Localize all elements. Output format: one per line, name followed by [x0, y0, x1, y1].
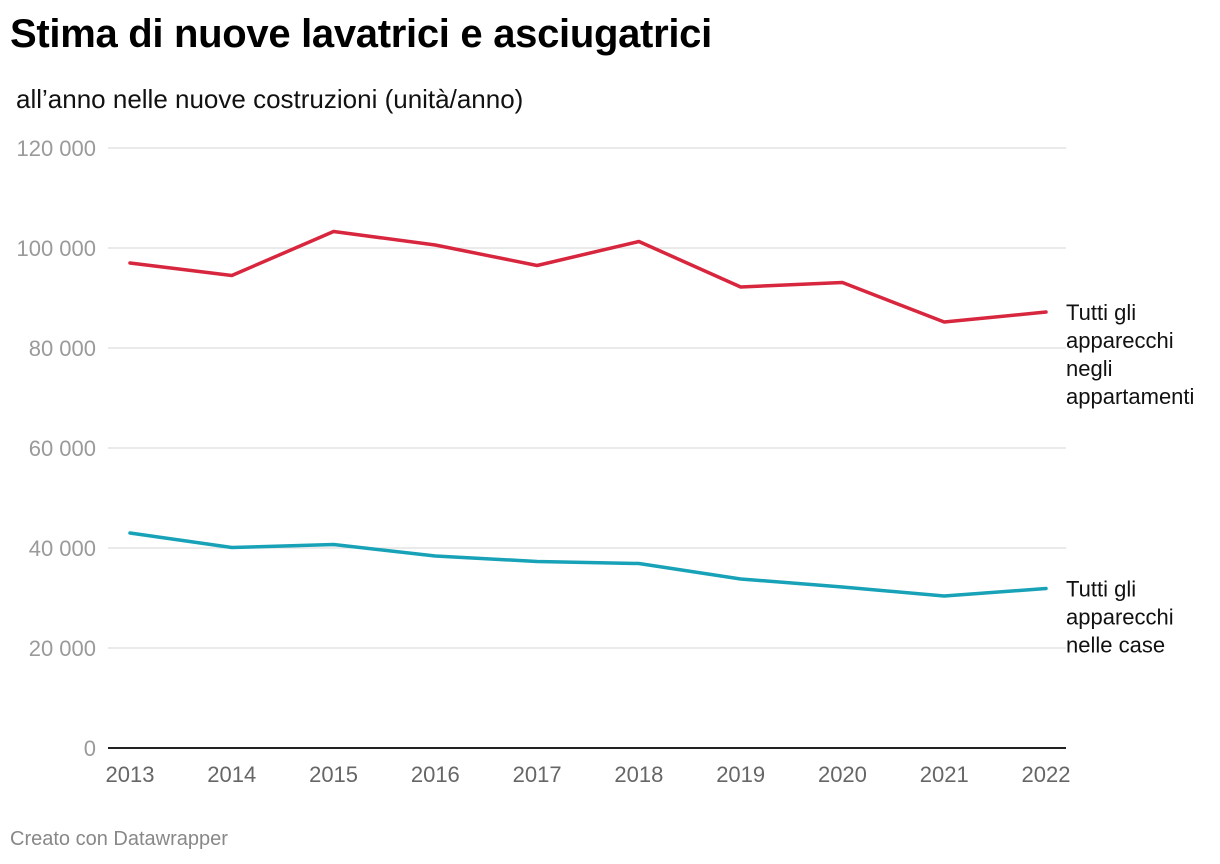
series-label-1: Tutti gli: [1066, 300, 1136, 325]
x-tick-label: 2019: [716, 762, 765, 787]
y-tick-label: 80 000: [29, 336, 96, 361]
credit-text: Creato con Datawrapper: [10, 828, 228, 850]
x-tick-label: 2016: [411, 762, 460, 787]
series-line-1: [128, 229, 1048, 324]
x-tick-label: 2021: [920, 762, 969, 787]
series-label-2: Tutti gli: [1066, 577, 1136, 602]
chart-subtitle: all’anno nelle nuove costruzioni (unità/…: [16, 84, 524, 114]
y-tick-label: 60 000: [29, 436, 96, 461]
y-tick-label: 0: [84, 736, 96, 761]
series-label-2: nelle case: [1066, 633, 1165, 658]
y-tick-label: 120 000: [16, 136, 96, 161]
x-tick-label: 2014: [207, 762, 256, 787]
x-tick-label: 2017: [513, 762, 562, 787]
series-line-2: [128, 531, 1048, 598]
y-tick-label: 20 000: [29, 636, 96, 661]
y-tick-label: 40 000: [29, 536, 96, 561]
x-tick-label: 2020: [818, 762, 867, 787]
x-tick-label: 2015: [309, 762, 358, 787]
series-label-2: apparecchi: [1066, 605, 1174, 630]
chart-title: Stima di nuove lavatrici e asciugatrici: [10, 12, 712, 56]
x-tick-label: 2018: [614, 762, 663, 787]
series-label-1: apparecchi: [1066, 328, 1174, 353]
series-label-1: appartamenti: [1066, 384, 1194, 409]
y-tick-label: 100 000: [16, 236, 96, 261]
x-tick-label: 2022: [1022, 762, 1071, 787]
x-tick-label: 2013: [106, 762, 155, 787]
series-label-1: negli: [1066, 356, 1112, 381]
